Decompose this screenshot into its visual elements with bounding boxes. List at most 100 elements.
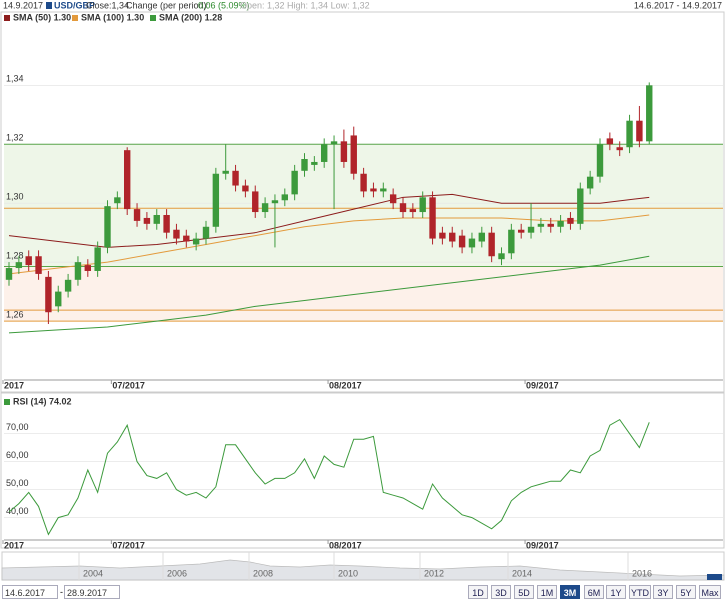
- series-line: [8, 255, 650, 334]
- candle-body: [143, 217, 151, 224]
- from-input[interactable]: 14.6.2017: [2, 585, 58, 599]
- range: 14.6.2017 - 14.9.2017: [634, 0, 722, 10]
- legend-swatch: [150, 15, 156, 21]
- range-button[interactable]: 1M: [537, 585, 557, 599]
- candle-body: [25, 256, 32, 266]
- candle-body: [498, 253, 505, 260]
- candle-body: [646, 85, 653, 142]
- candle-body: [567, 217, 574, 224]
- candle-body: [114, 197, 121, 204]
- navigator-year: 2006: [167, 568, 187, 578]
- candle-body: [212, 173, 220, 227]
- legend-label: SMA (200) 1.28: [159, 12, 222, 22]
- candle-body: [84, 265, 91, 271]
- candle-body: [537, 223, 545, 227]
- candle-body: [124, 150, 131, 210]
- candle-body: [301, 159, 308, 171]
- range-button[interactable]: 1Y: [606, 585, 626, 599]
- candle-body: [94, 247, 101, 271]
- candle-body: [409, 209, 417, 213]
- change-label: Change (per period):: [126, 0, 209, 10]
- legend-swatch: [4, 399, 10, 405]
- series-line: [8, 214, 650, 275]
- candle-body: [557, 220, 564, 227]
- x-tick-label: 09/2017: [526, 540, 559, 550]
- candle-body: [439, 232, 446, 239]
- candle-body: [458, 235, 466, 248]
- range-button[interactable]: YTD: [629, 585, 651, 599]
- candle-body: [360, 173, 367, 192]
- candle-body: [281, 194, 288, 201]
- range-button[interactable]: 5D: [514, 585, 534, 599]
- navigator-year: 2014: [512, 568, 532, 578]
- x-tick-label: 08/2017: [329, 380, 362, 390]
- navigator-selection[interactable]: [707, 574, 722, 580]
- candle-body: [321, 144, 328, 162]
- candle-body: [429, 197, 436, 239]
- candle-body: [173, 229, 180, 239]
- candle-body: [419, 197, 426, 213]
- y-tick-label: 1,26: [6, 309, 24, 319]
- range-button[interactable]: 6M: [584, 585, 604, 599]
- navigator-area: [1, 559, 725, 581]
- range-button[interactable]: 1D: [468, 585, 488, 599]
- candle-body: [252, 191, 259, 213]
- range-button[interactable]: 3Y: [653, 585, 673, 599]
- legend-label: SMA (50) 1.30: [13, 12, 71, 22]
- navigator-year: 2016: [632, 568, 652, 578]
- candle-body: [616, 147, 623, 151]
- range-button[interactable]: Max: [699, 585, 721, 599]
- candle-body: [232, 170, 239, 186]
- candle-body: [291, 170, 298, 195]
- rsi-panel: [0, 392, 725, 549]
- legend-swatch: [4, 15, 10, 21]
- legend-label: RSI (14) 74.02: [13, 396, 72, 406]
- candle-body: [104, 206, 111, 248]
- x-tick-label: 09/2017: [526, 380, 559, 390]
- header-date: 14.9.2017: [3, 0, 43, 10]
- candle-body: [261, 203, 269, 213]
- candle-body: [389, 194, 397, 204]
- y-tick-label: 1,28: [6, 251, 24, 261]
- x-tick-label: 07/2017: [112, 380, 145, 390]
- x-tick-label: 2017: [4, 540, 24, 550]
- y-tick-label: 1,32: [6, 133, 24, 143]
- y-tick-label: 40,00: [6, 506, 29, 516]
- candle-body: [271, 200, 279, 204]
- candle-body: [64, 279, 72, 292]
- candle-body: [222, 170, 229, 174]
- y-tick-label: 50,00: [6, 478, 29, 488]
- candle-body: [527, 226, 535, 233]
- zone-band: [4, 144, 723, 267]
- to-input[interactable]: 28.9.2017: [64, 585, 120, 599]
- range-button[interactable]: 3D: [491, 585, 511, 599]
- candle-body: [15, 262, 23, 269]
- candle-body: [508, 229, 515, 254]
- candle-body: [399, 203, 407, 213]
- series-line: [8, 418, 650, 536]
- candle-body: [468, 238, 476, 248]
- y-tick-label: 60,00: [6, 450, 29, 460]
- candle-body: [74, 262, 82, 280]
- range-button[interactable]: 5Y: [676, 585, 696, 599]
- range-button[interactable]: 3M: [560, 585, 580, 599]
- navigator-year: 2012: [424, 568, 444, 578]
- candle-body: [350, 135, 357, 174]
- candle-body: [153, 214, 160, 224]
- candle-body: [242, 185, 249, 192]
- navigator-year: 2008: [253, 568, 273, 578]
- symbol: USD/GBP: [54, 0, 95, 10]
- navigator-year: 2010: [338, 568, 358, 578]
- legend-swatch: [72, 15, 78, 21]
- candle-body: [202, 226, 210, 239]
- symbol-icon: [46, 2, 52, 9]
- series-line: [8, 193, 650, 248]
- candle-body: [636, 120, 643, 142]
- candle-body: [133, 209, 141, 221]
- candle-body: [596, 144, 604, 177]
- candle-body: [626, 120, 633, 148]
- candle-body: [547, 223, 554, 227]
- candle-body: [478, 232, 485, 242]
- candle-body: [192, 238, 200, 245]
